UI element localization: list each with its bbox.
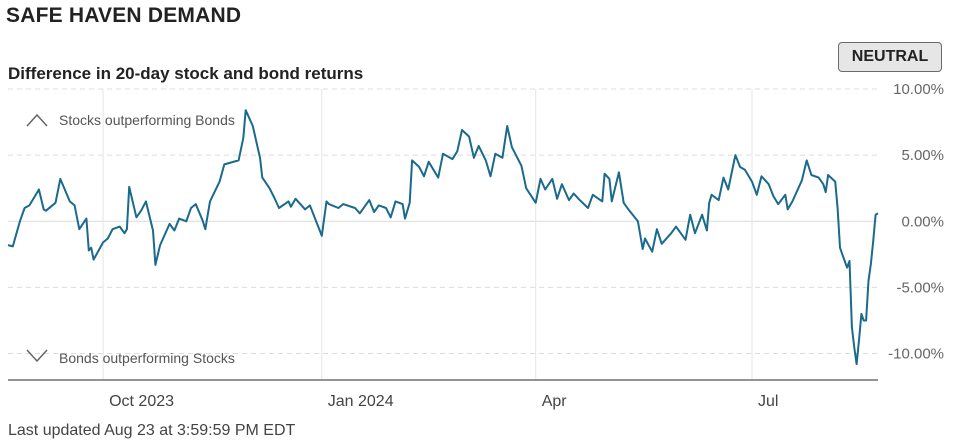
rating-badge: NEUTRAL <box>838 42 942 72</box>
y-tick-label: 10.00% <box>893 81 944 98</box>
series-line-0 <box>7 109 879 366</box>
line-chart: 10.00% 5.00% 0.00% -5.00% -10.00% Oct 2023 Jan… <box>7 81 944 410</box>
page-title: SAFE HAVEN DEMAND <box>6 4 242 27</box>
x-tick-label: Oct 2023 <box>109 393 174 410</box>
axis-layer: 10.00% 5.00% 0.00% -5.00% -10.00% Oct 2023 Jan… <box>8 81 944 410</box>
grid-layer <box>8 88 878 380</box>
y-tick-label: 0.00% <box>901 213 944 230</box>
y-tick-label: -10.00% <box>888 346 944 363</box>
series-layer <box>7 109 879 366</box>
annotation-top: Stocks outperforming Bonds <box>59 112 235 128</box>
x-tick-label: Jan 2024 <box>328 393 394 410</box>
annotation-layer: Stocks outperforming Bonds Bonds outperf… <box>26 112 235 366</box>
x-tick-label: Apr <box>542 393 568 410</box>
chart-subtitle: Difference in 20-day stock and bond retu… <box>8 64 364 83</box>
chevron-down-icon <box>26 349 48 363</box>
y-tick-label: -5.00% <box>896 279 944 296</box>
annotation-bottom: Bonds outperforming Stocks <box>59 350 235 366</box>
y-tick-label: 5.00% <box>901 147 944 164</box>
x-tick-label: Jul <box>758 393 778 410</box>
chevron-up-icon <box>26 113 48 127</box>
last-updated: Last updated Aug 23 at 3:59:59 PM EDT <box>8 422 296 439</box>
